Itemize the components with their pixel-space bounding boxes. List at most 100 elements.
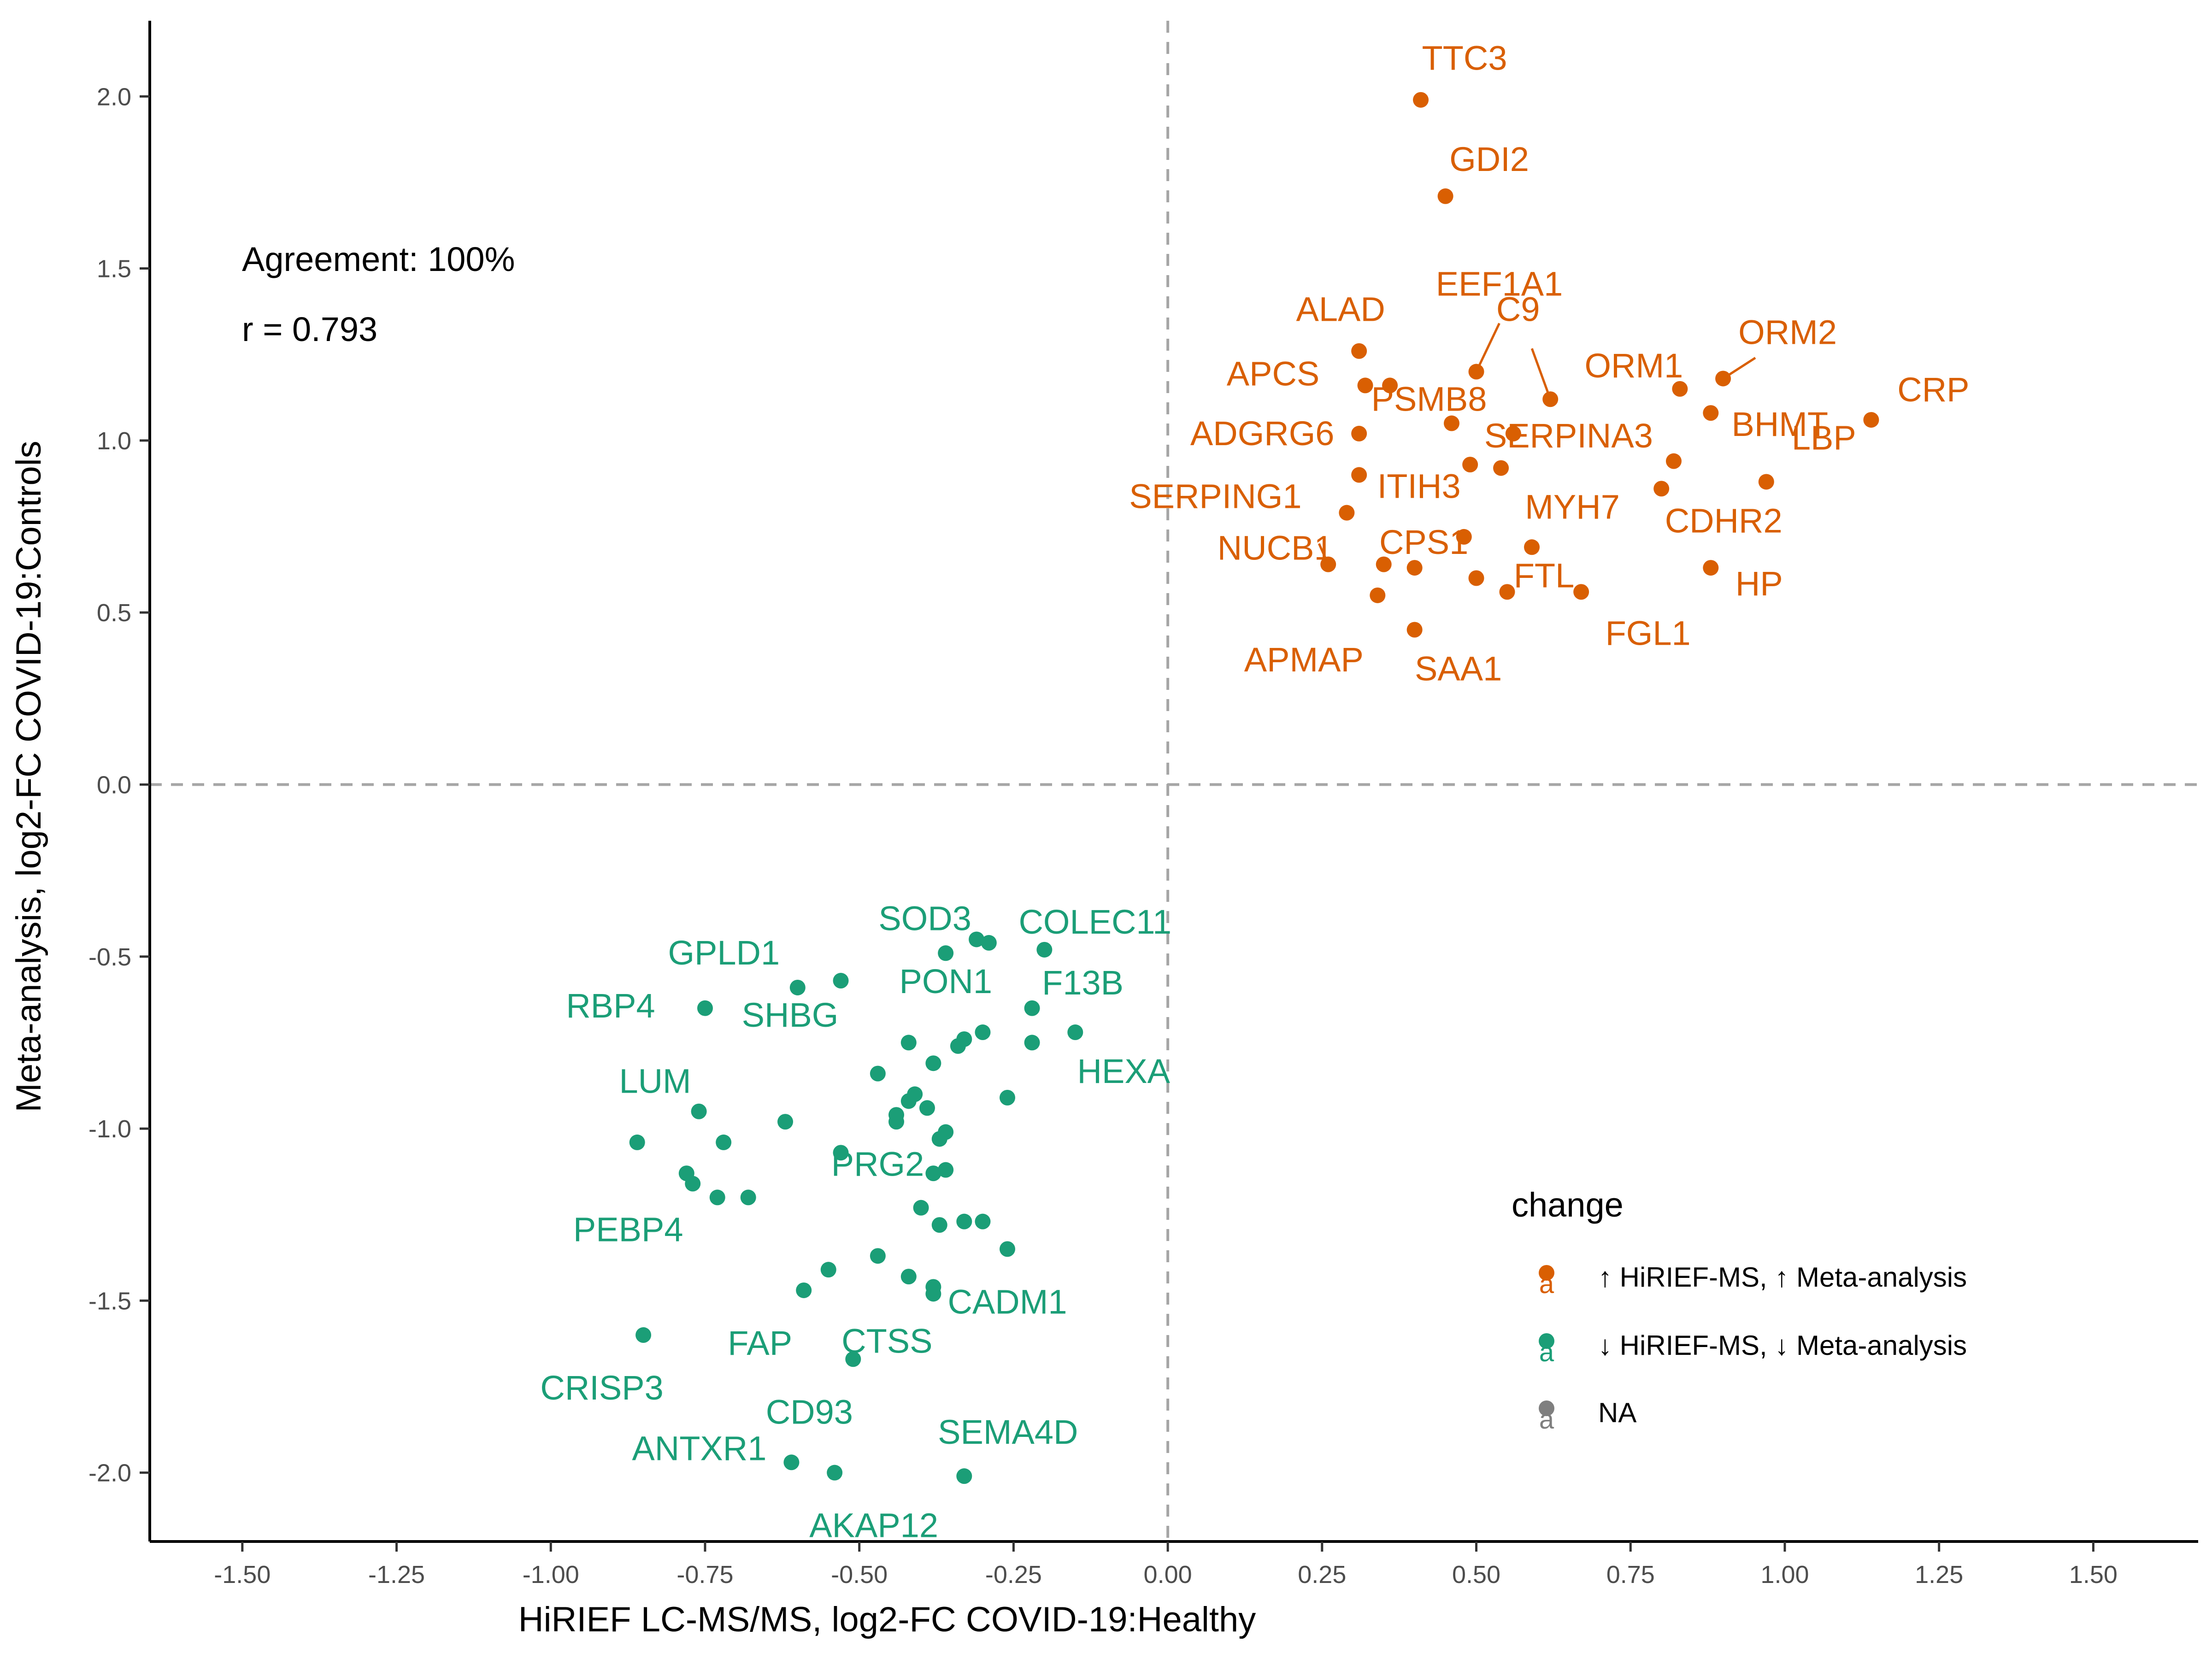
data-point-down <box>900 1093 917 1109</box>
data-point-down <box>833 1145 849 1161</box>
point-label: APMAP <box>1244 641 1364 679</box>
legend-key-na-glyph: a <box>1539 1405 1554 1435</box>
data-point-down <box>740 1189 756 1206</box>
y-tick-label: -2.0 <box>88 1459 131 1487</box>
y-tick-label: -1.5 <box>88 1287 131 1315</box>
point-label: NUCB1 <box>1218 529 1333 567</box>
x-tick-label: 1.00 <box>1760 1561 1809 1588</box>
point-label: PRG2 <box>831 1145 924 1183</box>
legend-entry-down: a ↓ HiRIEF-MS, ↓ Meta-analysis <box>1539 1330 1967 1367</box>
point-label: TTC3 <box>1422 39 1507 77</box>
data-point-down <box>1067 1024 1083 1041</box>
y-axis-title: Meta-analysis, log2-FC COVID-19:Controls <box>9 441 48 1112</box>
data-point-up <box>1456 529 1472 545</box>
point-label: SHBG <box>742 996 839 1034</box>
label-leader-line <box>1722 357 1756 380</box>
point-label: GPLD1 <box>668 934 780 972</box>
point-label: SOD3 <box>878 899 971 937</box>
axes: -1.50 -1.25 -1.00 -0.75 -0.50 -0.25 0.00 0.25 0.… <box>88 21 2198 1588</box>
label-leader-line <box>1530 348 1552 400</box>
data-point-down <box>783 1454 800 1471</box>
legend-label-up: ↑ HiRIEF-MS, ↑ Meta-analysis <box>1598 1262 1967 1293</box>
data-point-up <box>1653 481 1670 497</box>
legend: change a ↑ HiRIEF-MS, ↑ Meta-analysis a … <box>1512 1186 1967 1435</box>
data-point-down <box>716 1134 732 1150</box>
x-tick-label: -1.00 <box>523 1561 579 1588</box>
data-point-down <box>833 973 849 989</box>
data-point-down <box>635 1327 652 1343</box>
data-point-up <box>1462 457 1478 473</box>
data-point-down <box>925 1286 941 1302</box>
data-point-down <box>956 1213 972 1230</box>
point-label: SERPINA3 <box>1484 417 1653 455</box>
data-point-up <box>1703 405 1719 421</box>
x-tick-label: -1.50 <box>214 1561 271 1588</box>
data-point-up <box>1758 474 1774 490</box>
point-label: CRP <box>1897 371 1969 409</box>
data-point-down <box>975 1024 991 1041</box>
data-point-down <box>950 1038 966 1054</box>
x-axis-ticks: -1.50 -1.25 -1.00 -0.75 -0.50 -0.25 0.00 0.25 0.… <box>214 1541 2118 1588</box>
data-point-down <box>931 1217 947 1233</box>
data-point-up <box>1351 343 1367 359</box>
y-axis-ticks: -2.0 -1.5 -1.0 -0.5 0.0 0.5 1.0 1.5 2.0 <box>88 83 150 1487</box>
correlation-annotation: r = 0.793 <box>242 310 377 348</box>
point-label: CDHR2 <box>1665 501 1783 540</box>
data-point-down <box>975 1213 991 1230</box>
data-point-down <box>1000 1089 1016 1106</box>
point-label: LBP <box>1792 418 1856 457</box>
legend-key-up-point <box>1539 1265 1554 1281</box>
legend-key-down-glyph: a <box>1539 1337 1554 1367</box>
point-label: FGL1 <box>1606 614 1691 652</box>
point-label: CPS1 <box>1379 523 1468 561</box>
data-point-down <box>938 1162 954 1178</box>
data-point-down <box>709 1189 725 1206</box>
x-tick-label: -0.50 <box>831 1561 888 1588</box>
data-point-down <box>1036 941 1053 958</box>
label-leader-line <box>1318 543 1330 565</box>
data-point-down <box>789 979 806 995</box>
point-label: C9 <box>1496 290 1540 328</box>
data-point-up <box>1443 415 1459 431</box>
point-label: SAA1 <box>1415 649 1502 688</box>
point-label: COLEC11 <box>1018 903 1171 941</box>
point-label: FAP <box>728 1324 792 1362</box>
point-label: SEMA4D <box>938 1413 1078 1451</box>
data-point-down <box>870 1248 886 1264</box>
point-label: ORM2 <box>1738 313 1837 351</box>
point-label: ADGRG6 <box>1190 414 1335 453</box>
point-label: GDI2 <box>1449 140 1529 178</box>
point-label: F13B <box>1042 964 1124 1002</box>
data-point-down <box>820 1262 836 1278</box>
data-point-up <box>1437 188 1453 204</box>
x-tick-label: -0.25 <box>985 1561 1042 1588</box>
data-point-up <box>1573 584 1589 600</box>
data-point-down <box>1024 1000 1040 1016</box>
y-tick-label: 1.0 <box>97 427 131 455</box>
point-label: LUM <box>619 1062 691 1100</box>
point-label: PEBP4 <box>573 1211 683 1249</box>
data-point-down <box>691 1103 707 1119</box>
data-point-up <box>1382 377 1398 394</box>
data-point-down <box>685 1176 701 1192</box>
data-point-up <box>1468 570 1484 586</box>
data-point-down <box>900 1269 917 1285</box>
point-label: BHMT <box>1731 405 1828 443</box>
reference-lines <box>150 21 2198 1541</box>
data-point-down <box>827 1465 843 1481</box>
point-label: PSMB8 <box>1371 380 1487 418</box>
data-point-down <box>919 1100 935 1116</box>
point-label: HEXA <box>1077 1052 1171 1090</box>
data-point-down <box>697 1000 713 1016</box>
y-tick-label: 0.5 <box>97 599 131 627</box>
data-point-up <box>1376 556 1392 572</box>
point-label: CADM1 <box>947 1282 1067 1321</box>
label-leader-line <box>1343 512 1348 520</box>
data-point-down <box>913 1200 929 1216</box>
x-tick-label: 0.75 <box>1606 1561 1655 1588</box>
x-tick-label: -0.75 <box>677 1561 733 1588</box>
data-point-down <box>981 935 997 951</box>
x-tick-label: 1.25 <box>1915 1561 1963 1588</box>
point-label: ANTXR1 <box>632 1429 766 1467</box>
